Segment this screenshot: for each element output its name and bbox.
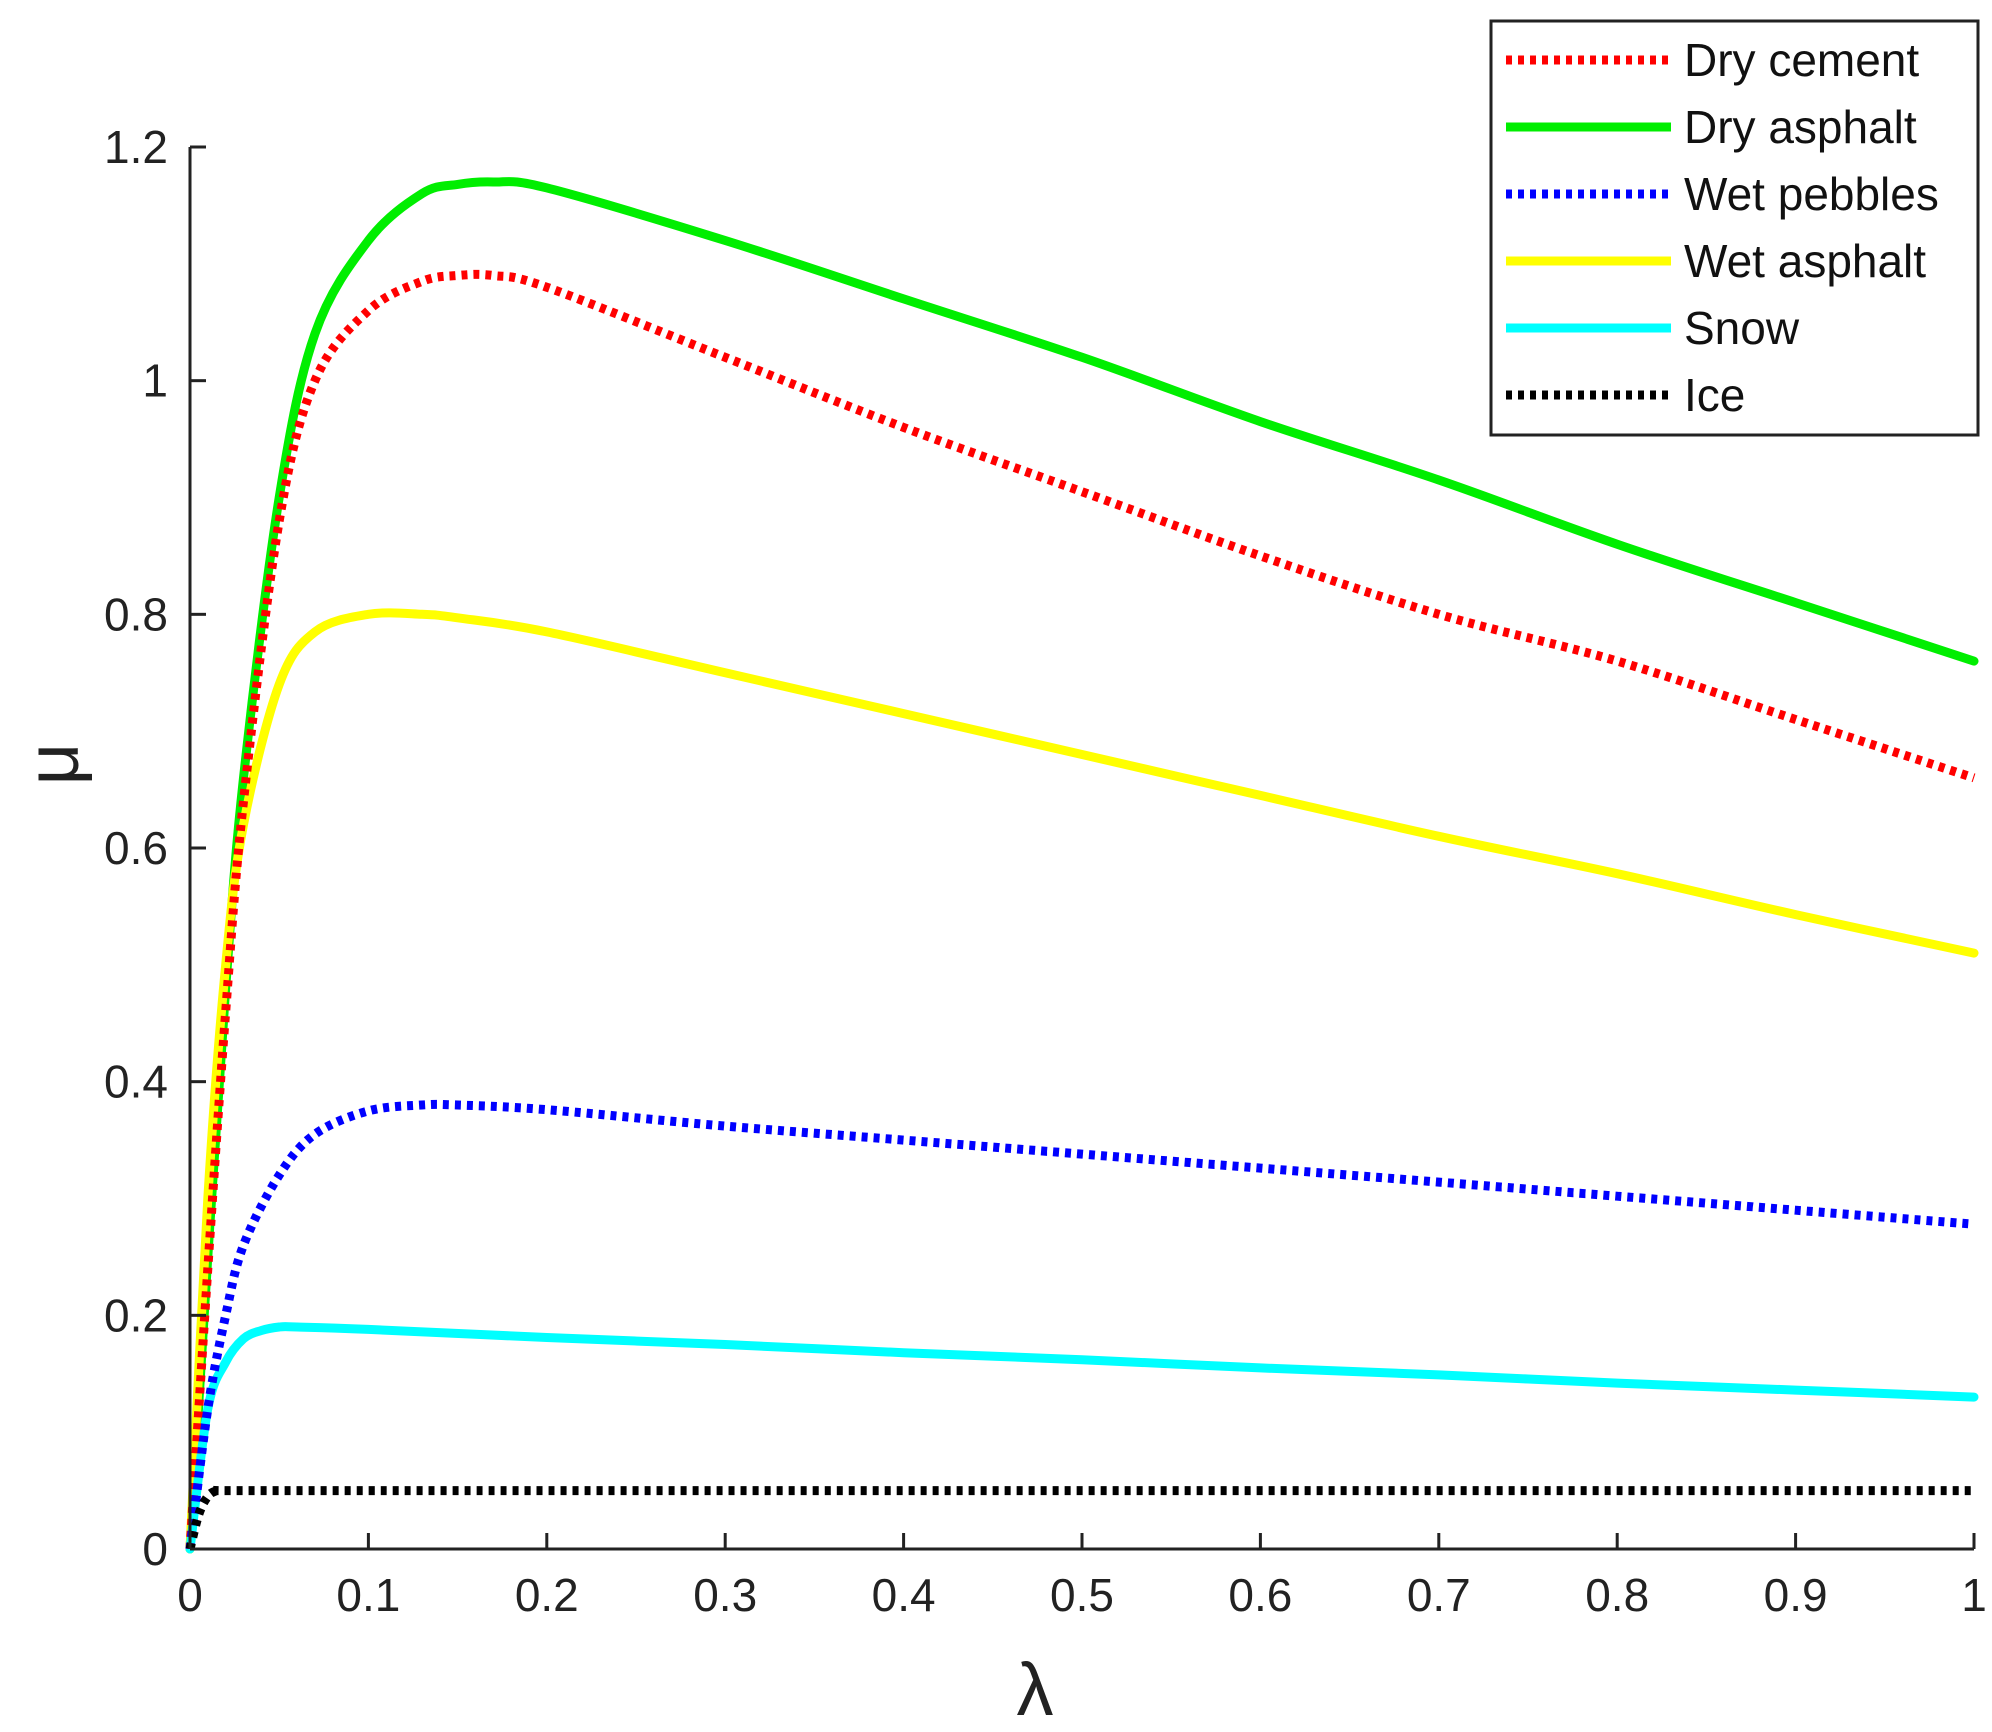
x-tick-label: 0.2	[515, 1569, 579, 1621]
x-tick-label: 0.4	[872, 1569, 936, 1621]
x-tick-label: 0	[177, 1569, 203, 1621]
x-tick-label: 0.5	[1050, 1569, 1114, 1621]
y-tick-label: 1.2	[104, 121, 168, 173]
legend-label-dry-cement: Dry cement	[1684, 34, 1919, 86]
series-line-wet-pebbles	[185, 1099, 1975, 1550]
x-tick-label: 1	[1961, 1569, 1987, 1621]
x-tick-label: 0.1	[336, 1569, 400, 1621]
x-tick-label: 0.6	[1228, 1569, 1292, 1621]
series-line-ice	[185, 1485, 1974, 1551]
x-ticks: 0 0.1 0.2 0.3 0.4 0.5 0.6 0.7 0.8 0.9 1	[177, 1533, 1987, 1621]
x-tick-label: 0.3	[693, 1569, 757, 1621]
plot-curves	[185, 177, 1979, 1554]
y-tick-label: 1	[142, 355, 168, 407]
legend-label-ice: Ice	[1684, 369, 1745, 421]
x-tick-label: 0.9	[1764, 1569, 1828, 1621]
y-tick-label: 0	[142, 1523, 168, 1575]
legend-label-dry-asphalt: Dry asphalt	[1684, 101, 1917, 153]
x-tick-label: 0.8	[1585, 1569, 1649, 1621]
legend-label-wet-pebbles: Wet pebbles	[1684, 168, 1939, 220]
y-tick-label: 0.2	[104, 1289, 168, 1341]
x-axis-label: λ	[1017, 1648, 1054, 1731]
y-tick-label: 0.8	[104, 588, 168, 640]
y-axis-label: μ	[11, 743, 94, 786]
y-tick-label: 0.6	[104, 822, 168, 874]
y-ticks: 0 0.2 0.4 0.6 0.8 1 1.2	[104, 121, 206, 1575]
series-line-wet-asphalt	[185, 608, 1979, 1554]
y-tick-label: 0.4	[104, 1056, 168, 1108]
legend: Dry cement Dry asphalt Wet pebbles Wet asph…	[1489, 19, 1980, 437]
x-tick-label: 0.7	[1407, 1569, 1471, 1621]
legend-label-wet-asphalt: Wet asphalt	[1684, 235, 1926, 287]
series-line-snow	[185, 1322, 1979, 1554]
legend-box	[1489, 19, 1980, 437]
legend-label-snow: Snow	[1684, 302, 1800, 354]
